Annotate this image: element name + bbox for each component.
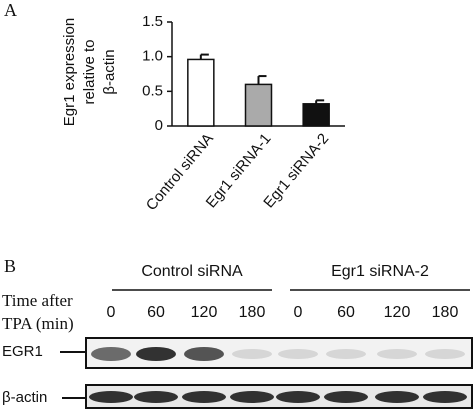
y-axis-label: relative to (81, 39, 98, 104)
blot-band (91, 347, 131, 361)
time-label: Time after (2, 291, 73, 310)
time-point: 0 (294, 304, 303, 321)
group-label: Egr1 siRNA-2 (331, 263, 429, 280)
blot-band (326, 349, 366, 359)
y-tick-label: 1.0 (142, 48, 163, 65)
time-point: 120 (384, 304, 411, 321)
bar (302, 103, 330, 127)
row-label: EGR1 (2, 343, 43, 360)
blot-band (375, 391, 419, 403)
time-point: 180 (239, 304, 266, 321)
blot-band (232, 349, 272, 359)
blot-band (182, 391, 226, 403)
y-tick-label: 0 (155, 117, 163, 134)
bar (244, 83, 273, 127)
y-tick-label: 1.5 (142, 13, 163, 30)
group-label: Control siRNA (141, 263, 243, 280)
y-tick-label: 0.5 (142, 82, 163, 99)
time-point: 120 (191, 304, 218, 321)
blot-band (136, 347, 176, 361)
time-point: 180 (432, 304, 459, 321)
time-point: 0 (107, 304, 116, 321)
time-point: 60 (147, 304, 165, 321)
blot-band (425, 349, 465, 359)
blot-band (230, 391, 274, 403)
blot-band (377, 349, 417, 359)
blot-band (423, 391, 467, 403)
blot-band (324, 391, 368, 403)
time-label: TPA (min) (2, 314, 74, 333)
bar (187, 58, 215, 127)
y-axis-label: Egr1 expression (61, 18, 78, 126)
blot-band (89, 391, 133, 403)
time-point: 60 (337, 304, 355, 321)
y-axis-label: β-actin (101, 49, 118, 94)
blot-band (134, 391, 178, 403)
panel-label: B (4, 256, 16, 276)
blot-band (278, 349, 318, 359)
row-label: β-actin (2, 389, 47, 406)
blot-band (184, 347, 224, 361)
blot-band (276, 391, 320, 403)
panel-label: A (4, 0, 17, 20)
